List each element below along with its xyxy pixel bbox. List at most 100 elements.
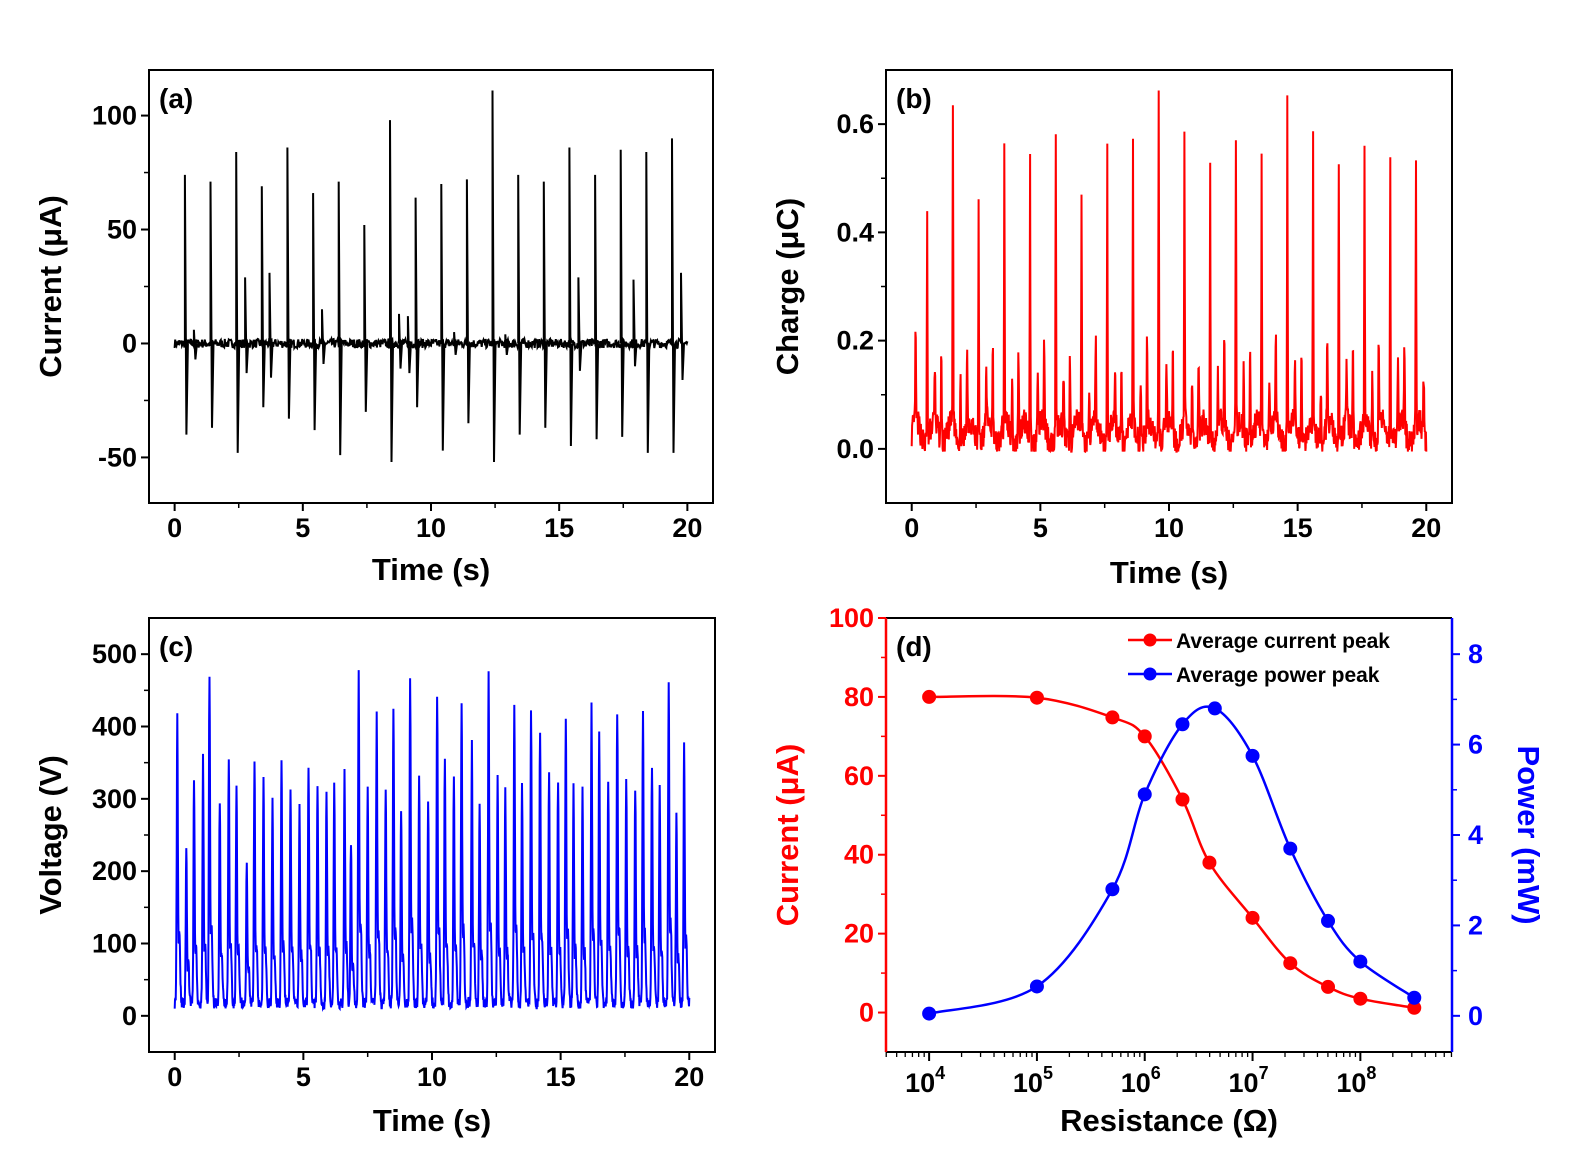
panel-c-xtick-label: 5 <box>296 1062 311 1092</box>
current-minor-spike <box>504 334 510 355</box>
current-spike <box>414 197 420 408</box>
panel-a-xtick-label: 10 <box>416 513 446 543</box>
panel-c-ytick-label: 300 <box>92 784 137 814</box>
panel-d-ytick-label: 60 <box>844 761 874 791</box>
panel-c-ytick-label: 0 <box>122 1001 137 1031</box>
current-data-point <box>922 689 937 704</box>
current-fit-line <box>929 694 1415 1010</box>
panel-b-xtick-label: 5 <box>1033 513 1048 543</box>
panel-a-xtick-label: 0 <box>167 513 182 543</box>
panel-a-xtick-label: 5 <box>295 513 310 543</box>
panel-c-xtick-label: 0 <box>167 1062 182 1092</box>
current-spike <box>671 138 676 453</box>
power-data-point <box>1245 748 1260 763</box>
panel-a-ytick-label: 50 <box>107 215 137 245</box>
power-data-point <box>1407 990 1422 1005</box>
power-data-point <box>1321 913 1336 928</box>
current-spike <box>517 174 523 435</box>
panel-b-ytick-label: 0.6 <box>836 109 874 139</box>
power-data-point <box>1283 841 1298 856</box>
current-data-point <box>1353 991 1368 1006</box>
panel-b-ytick-label: 0.4 <box>836 217 874 247</box>
panel-c-ytick-label: 200 <box>92 856 137 886</box>
charge-line <box>910 90 1428 454</box>
panel-a-xlabel: Time (s) <box>372 552 490 587</box>
current-minor-spike <box>453 332 459 355</box>
current-minor-spike <box>244 277 250 374</box>
panel-b-panel-label: (b) <box>896 83 932 114</box>
panel-c-ytick-label: 400 <box>92 712 137 742</box>
current-spike <box>389 120 394 462</box>
power-data-point <box>1029 979 1044 994</box>
current-data-point <box>1202 855 1217 870</box>
panel-a-ytick-label: 0 <box>122 328 137 358</box>
panel-b-ytick-label: 0.2 <box>836 326 874 356</box>
legend-current-label: Average current peak <box>1176 630 1390 653</box>
panel-d-ytick-label: 0 <box>859 998 874 1028</box>
current-spike <box>491 90 497 462</box>
current-spike <box>465 179 471 424</box>
panel-d-y2tick-label: 4 <box>1468 820 1483 850</box>
panel-d-xtick-label: 104 <box>905 1063 945 1098</box>
panel-a-ytick-label: 100 <box>92 101 137 131</box>
panel-a-frame <box>148 69 714 504</box>
panel-a-panel-label: (a) <box>159 83 193 114</box>
current-spike <box>260 186 266 408</box>
panel-c-ytick-label: 500 <box>92 639 137 669</box>
panel-d-y2tick-label: 0 <box>1468 1001 1483 1031</box>
panel-c-xtick-label: 15 <box>546 1062 576 1092</box>
panel-d-resistance-chart: 104 105 106 107 108 0 20 40 60 80 100 0 2 4 6 8 Average … <box>770 603 1546 1138</box>
current-data-point <box>1175 792 1190 807</box>
panel-b-ylabel: Charge (μC) <box>770 198 805 375</box>
panel-d-y2tick-label: 6 <box>1468 730 1483 760</box>
panel-a-ytick-label: -50 <box>98 442 137 472</box>
legend-current-marker <box>1143 633 1157 647</box>
panel-a-current-chart: 0 5 10 15 20 -50 0 50 100 Time (s) Current (μA) (a) <box>33 69 714 587</box>
current-minor-spike <box>398 313 403 369</box>
panel-d-y2tick-label: 2 <box>1468 910 1483 940</box>
panel-d-panel-label: (d) <box>896 631 932 662</box>
panel-a-xtick-label: 20 <box>672 513 702 543</box>
current-minor-spike <box>321 309 326 365</box>
panel-d-ytick-label: 100 <box>829 603 874 633</box>
panel-d-ylabel: Current (μA) <box>770 744 805 927</box>
panel-d-ytick-label: 80 <box>844 682 874 712</box>
power-data-point <box>1137 787 1152 802</box>
current-spike <box>363 224 369 412</box>
current-spike <box>312 193 318 431</box>
current-spike <box>235 152 241 453</box>
panel-b-xtick-label: 0 <box>904 513 919 543</box>
current-spike <box>645 152 651 453</box>
current-spike <box>286 147 292 419</box>
legend-power-label: Average power peak <box>1176 664 1380 687</box>
panel-b-xtick-label: 20 <box>1411 513 1441 543</box>
power-data-point <box>922 1006 937 1021</box>
current-data-point <box>1283 956 1298 971</box>
current-minor-spike <box>632 279 638 367</box>
current-data-point <box>1321 979 1336 994</box>
panel-b-charge-chart: 0 5 10 15 20 0.0 0.2 0.4 0.6 Time (s) Charge (μC) (… <box>770 69 1453 590</box>
panel-b-xtick-label: 10 <box>1154 513 1184 543</box>
current-minor-spike <box>577 277 583 371</box>
panel-d-y2label: Power (mW) <box>1511 745 1546 924</box>
current-spike <box>568 147 574 447</box>
current-data-point <box>1137 729 1152 744</box>
panel-d-ytick-label: 20 <box>844 919 874 949</box>
voltage-line <box>173 670 691 1013</box>
current-spike <box>183 174 189 435</box>
panel-a-ylabel: Current (μA) <box>33 195 68 378</box>
power-data-point <box>1207 701 1222 716</box>
panel-b-xlabel: Time (s) <box>1110 555 1228 590</box>
current-minor-spike <box>680 272 685 380</box>
panel-d-xtick-label: 108 <box>1336 1063 1376 1098</box>
current-minor-spike <box>268 272 274 378</box>
panel-d-xtick-label: 105 <box>1013 1063 1053 1098</box>
power-data-point <box>1175 717 1190 732</box>
panel-a-xtick-label: 15 <box>544 513 574 543</box>
panel-c-xlabel: Time (s) <box>373 1103 491 1138</box>
current-baseline-line <box>173 335 689 352</box>
panel-d-xtick-label: 107 <box>1229 1063 1269 1098</box>
power-data-point <box>1105 882 1120 897</box>
current-data-point <box>1029 690 1044 705</box>
